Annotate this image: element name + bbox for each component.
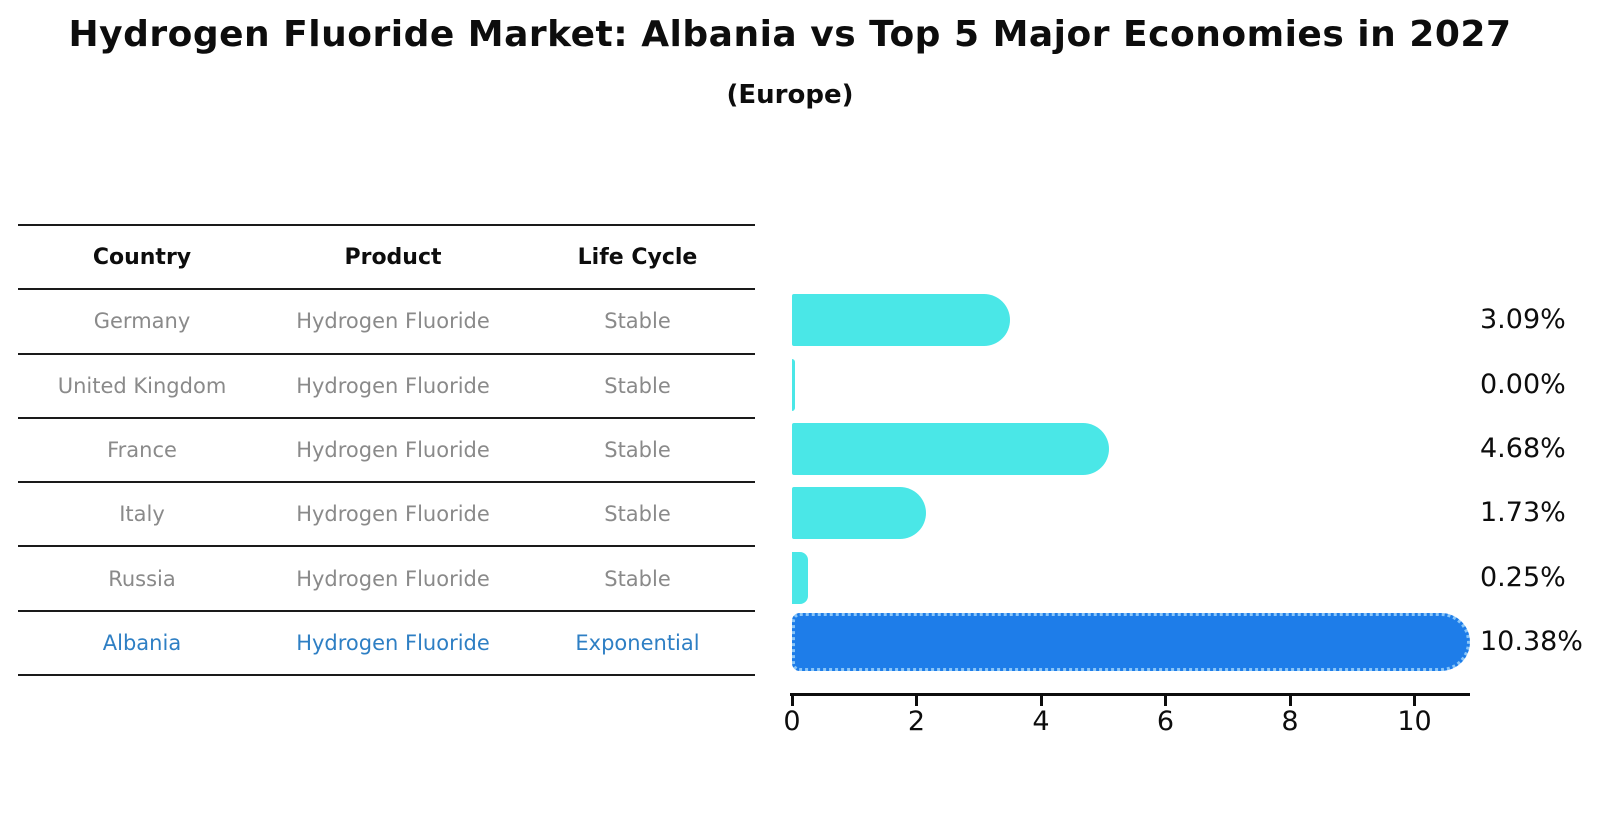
table-row: United Kingdom Hydrogen Fluoride Stable [18,352,755,417]
cell-product: Hydrogen Fluoride [296,309,490,334]
value-label: 1.73% [1480,497,1566,529]
cell-product: Hydrogen Fluoride [296,373,490,398]
x-axis-tick [1413,696,1416,706]
table-row: Germany Hydrogen Fluoride Stable [18,288,755,352]
x-axis-tick [1288,696,1292,706]
cell-product: Hydrogen Fluoride [296,502,490,527]
cell-country: France [107,438,177,463]
x-axis-tick-label: 0 [783,706,801,737]
table-row: Albania Hydrogen Fluoride Exponential [18,609,755,674]
value-label: 0.25% [1480,561,1566,593]
page-title: Hydrogen Fluoride Market: Albania vs Top… [68,14,1512,55]
table-header-row: Country Product Life Cycle [18,226,755,288]
x-axis-tick-label: 4 [1032,706,1050,737]
x-axis-tick [915,696,918,706]
x-axis-tick-label: 10 [1397,706,1432,737]
cell-lifecycle: Stable [604,309,671,334]
x-axis-tick-label: 8 [1281,706,1299,737]
col-header-country: Country [92,244,192,270]
x-axis-tick [790,696,794,706]
cell-lifecycle: Exponential [575,630,700,655]
cell-product: Hydrogen Fluoride [296,630,490,655]
cell-lifecycle: Stable [604,502,671,527]
cell-country: Italy [119,502,165,527]
cell-product: Hydrogen Fluoride [296,566,490,591]
cell-lifecycle: Stable [604,566,671,591]
cell-lifecycle: Stable [604,438,671,463]
value-label: 3.09% [1480,304,1566,336]
cell-country: Germany [93,309,191,334]
value-label: 10.38% [1480,625,1583,657]
bar-russia [792,551,808,604]
bar-united-kingdom [792,358,795,411]
cell-product: Hydrogen Fluoride [296,438,490,463]
value-label: 4.68% [1480,433,1566,465]
x-axis-tick-label: 2 [907,706,926,737]
bar-italy [792,487,926,540]
page-subtitle: (Europe) [726,80,854,110]
cell-country: United Kingdom [57,373,227,398]
col-header-product: Product [344,244,442,270]
x-axis-tick-label: 6 [1156,706,1175,737]
cell-lifecycle: Stable [604,373,671,398]
x-axis-tick [1164,696,1167,706]
table-row: France Hydrogen Fluoride Stable [18,416,755,481]
col-header-lifecycle: Life Cycle [577,244,698,270]
table-row: Italy Hydrogen Fluoride Stable [18,481,755,545]
bar-albania [792,612,1470,671]
value-label: 0.00% [1480,368,1566,400]
cell-country: Albania [102,630,182,655]
market-table: Country Product Life Cycle Germany Hydro… [18,224,755,677]
bar-germany [792,294,1010,347]
bar-france [792,423,1109,476]
x-axis-line [790,693,1470,696]
x-axis-tick [1039,696,1043,706]
cell-country: Russia [108,566,176,591]
table-row: Russia Hydrogen Fluoride Stable [18,545,755,609]
